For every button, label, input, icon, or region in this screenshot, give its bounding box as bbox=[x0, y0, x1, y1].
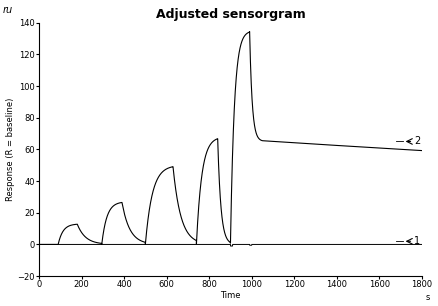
Text: 2: 2 bbox=[414, 136, 420, 147]
X-axis label: Time: Time bbox=[220, 291, 241, 300]
Y-axis label: Response (R = baseline): Response (R = baseline) bbox=[6, 98, 14, 201]
Text: 1: 1 bbox=[414, 236, 420, 246]
Text: s: s bbox=[426, 293, 430, 302]
Text: ru: ru bbox=[3, 5, 13, 15]
Title: Adjusted sensorgram: Adjusted sensorgram bbox=[155, 9, 305, 21]
